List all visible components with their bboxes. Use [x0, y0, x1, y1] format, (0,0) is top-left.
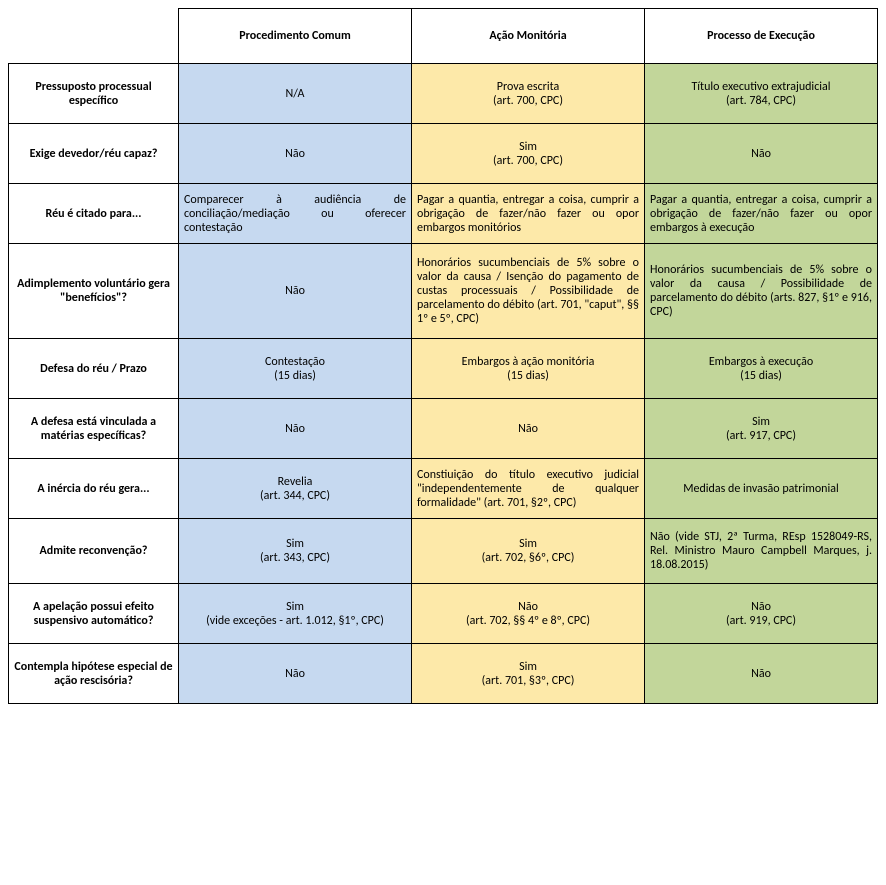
cell-line: Sim — [650, 415, 872, 429]
table-row: A inércia do réu gera...Revelia(art. 344… — [9, 459, 878, 519]
cell-line: (art. 702, §6º, CPC) — [417, 551, 639, 565]
cell: Título executivo extrajudicial(art. 784,… — [645, 64, 878, 124]
cell-line: Não — [417, 600, 639, 614]
table-row: A defesa está vinculada a matérias espec… — [9, 399, 878, 459]
cell: Honorários sucumbenciais de 5% sobre o v… — [412, 244, 645, 339]
col-header-monitoria: Ação Monitória — [412, 9, 645, 64]
cell: Não — [179, 244, 412, 339]
cell-line: Embargos à ação monitória — [417, 355, 639, 369]
cell-line: Sim — [417, 140, 639, 154]
cell-line: (15 dias) — [650, 369, 872, 383]
cell: Não (vide STJ, 2ª Turma, REsp 1528049-RS… — [645, 519, 878, 584]
cell-line: Sim — [417, 537, 639, 551]
cell-line: Revelia — [184, 475, 406, 489]
table-row: Adimplemento voluntário gera "benefícios… — [9, 244, 878, 339]
cell-line: Embargos à execução — [650, 355, 872, 369]
row-label: A inércia do réu gera... — [9, 459, 179, 519]
table-row: Admite reconvenção?Sim(art. 343, CPC)Sim… — [9, 519, 878, 584]
cell: Embargos à ação monitória(15 dias) — [412, 339, 645, 399]
cell-line: Prova escrita — [417, 80, 639, 94]
table-row: Réu é citado para...Comparecer à audiênc… — [9, 184, 878, 244]
cell: Não — [179, 399, 412, 459]
cell-line: (art. 784, CPC) — [650, 94, 872, 108]
row-label: Defesa do réu / Prazo — [9, 339, 179, 399]
cell: Embargos à execução(15 dias) — [645, 339, 878, 399]
cell: Sim(art. 702, §6º, CPC) — [412, 519, 645, 584]
table-row: Contempla hipótese especial de ação resc… — [9, 644, 878, 704]
cell: Sim(art. 917, CPC) — [645, 399, 878, 459]
cell: Não — [179, 124, 412, 184]
cell: Contestação(15 dias) — [179, 339, 412, 399]
cell: N/A — [179, 64, 412, 124]
table-row: Pressuposto processual específicoN/AProv… — [9, 64, 878, 124]
cell: Comparecer à audiência de conciliação/me… — [179, 184, 412, 244]
row-label: A apelação possui efeito suspensivo auto… — [9, 584, 179, 644]
cell: Não(art. 919, CPC) — [645, 584, 878, 644]
cell: Não — [645, 124, 878, 184]
cell-line: (art. 344, CPC) — [184, 489, 406, 503]
cell: Sim(art. 701, §3º, CPC) — [412, 644, 645, 704]
cell-line: (15 dias) — [184, 369, 406, 383]
table-row: Exige devedor/réu capaz?NãoSim(art. 700,… — [9, 124, 878, 184]
cell-line: Não — [650, 600, 872, 614]
cell: Não — [412, 399, 645, 459]
cell-line: Sim — [184, 537, 406, 551]
cell-line: (vide exceções - art. 1.012, §1º, CPC) — [184, 614, 406, 628]
cell-line: (art. 701, §3º, CPC) — [417, 674, 639, 688]
cell-line: (art. 917, CPC) — [650, 429, 872, 443]
table-row: A apelação possui efeito suspensivo auto… — [9, 584, 878, 644]
row-label: Admite reconvenção? — [9, 519, 179, 584]
cell: Medidas de invasão patrimonial — [645, 459, 878, 519]
cell-line: (art. 700, CPC) — [417, 154, 639, 168]
cell-line: Contestação — [184, 355, 406, 369]
cell-line: Título executivo extrajudicial — [650, 80, 872, 94]
comparison-table: Procedimento Comum Ação Monitória Proces… — [8, 8, 878, 704]
cell: Sim(vide exceções - art. 1.012, §1º, CPC… — [179, 584, 412, 644]
row-label: Contempla hipótese especial de ação resc… — [9, 644, 179, 704]
cell-line: (art. 700, CPC) — [417, 94, 639, 108]
cell: Pagar a quantia, entregar a coisa, cumpr… — [412, 184, 645, 244]
cell: Prova escrita(art. 700, CPC) — [412, 64, 645, 124]
cell: Sim(art. 343, CPC) — [179, 519, 412, 584]
cell: Revelia(art. 344, CPC) — [179, 459, 412, 519]
row-label: Exige devedor/réu capaz? — [9, 124, 179, 184]
cell-line: (15 dias) — [417, 369, 639, 383]
cell: Pagar a quantia, entregar a coisa, cumpr… — [645, 184, 878, 244]
cell: Honorários sucumbenciais de 5% sobre o v… — [645, 244, 878, 339]
row-label: Réu é citado para... — [9, 184, 179, 244]
cell-line: (art. 702, §§ 4º e 8º, CPC) — [417, 614, 639, 628]
col-header-procedimento: Procedimento Comum — [179, 9, 412, 64]
table-row: Defesa do réu / PrazoContestação(15 dias… — [9, 339, 878, 399]
cell: Sim(art. 700, CPC) — [412, 124, 645, 184]
cell-line: (art. 919, CPC) — [650, 614, 872, 628]
corner-cell — [9, 9, 179, 64]
header-row: Procedimento Comum Ação Monitória Proces… — [9, 9, 878, 64]
col-header-execucao: Processo de Execução — [645, 9, 878, 64]
cell-line: Sim — [417, 660, 639, 674]
cell: Não(art. 702, §§ 4º e 8º, CPC) — [412, 584, 645, 644]
cell: Não — [179, 644, 412, 704]
row-label: Adimplemento voluntário gera "benefícios… — [9, 244, 179, 339]
cell: Constiuição do título executivo judicial… — [412, 459, 645, 519]
cell-line: (art. 343, CPC) — [184, 551, 406, 565]
cell-line: Sim — [184, 600, 406, 614]
row-label: Pressuposto processual específico — [9, 64, 179, 124]
row-label: A defesa está vinculada a matérias espec… — [9, 399, 179, 459]
cell: Não — [645, 644, 878, 704]
